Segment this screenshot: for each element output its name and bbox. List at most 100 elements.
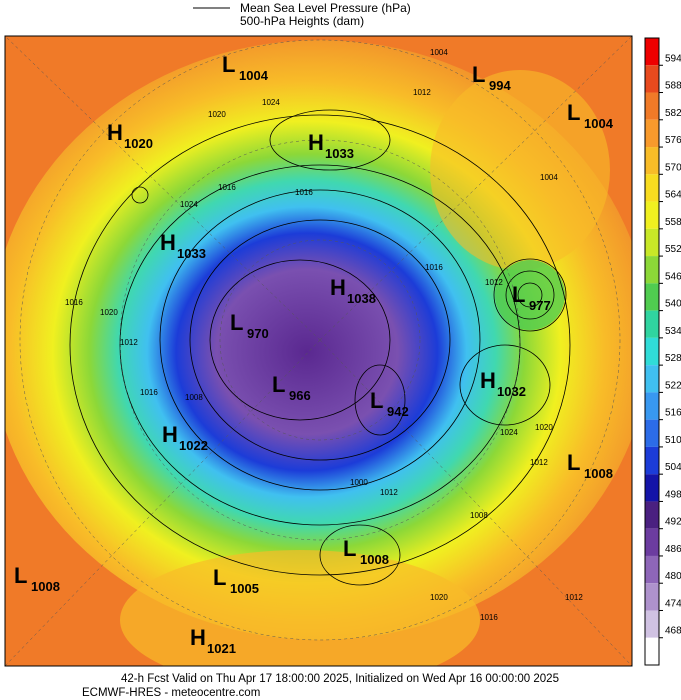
center-symbol: H — [162, 422, 178, 447]
colorbar-label: 552 — [665, 244, 681, 255]
colorbar-label: 576 — [665, 135, 681, 146]
colorbar-label: 588 — [665, 81, 681, 92]
contour-label: 1024 — [262, 98, 280, 107]
contour-label: 1012 — [565, 593, 583, 602]
colorbar-label: 546 — [665, 271, 681, 282]
center-value: 1022 — [179, 438, 208, 453]
colorbar-label: 498 — [665, 489, 681, 500]
colorbar-label: 480 — [665, 571, 681, 582]
contour-label: 1012 — [485, 278, 503, 287]
colorbar-label: 594 — [665, 53, 681, 64]
height-field — [120, 550, 480, 666]
colorbar-cell — [645, 555, 659, 584]
colorbar-frame — [644, 37, 660, 666]
colorbar-cell — [645, 419, 659, 447]
colorbar-label: 540 — [665, 299, 681, 310]
center-symbol: L — [14, 563, 27, 588]
contour-label: 1020 — [100, 308, 118, 317]
center-symbol: L — [567, 450, 580, 475]
center-value: 1033 — [325, 146, 354, 161]
colorbar-cell — [645, 147, 659, 175]
map-frame — [4, 35, 633, 667]
contour-label: 1012 — [120, 338, 138, 347]
colorbar-cell — [645, 65, 659, 93]
center-value: 970 — [247, 326, 269, 341]
contour-labels: 1004 1012 1016 1020 1024 1016 1024 1016 1020 1012… — [65, 48, 583, 622]
colorbar-label: 516 — [665, 408, 681, 419]
contour-label: 1004 — [540, 173, 558, 182]
colorbar-cell — [645, 256, 659, 284]
colorbar-label: 570 — [665, 162, 681, 173]
colorbar-cell — [645, 365, 659, 393]
center-symbol: L — [230, 310, 243, 335]
contour-label: 1020 — [430, 593, 448, 602]
center-symbol: L — [213, 565, 226, 590]
height-field — [430, 70, 610, 270]
contour-label: 1020 — [208, 110, 226, 119]
center-symbol: H — [190, 625, 206, 650]
contour-label: 1016 — [295, 188, 313, 197]
colorbar-cell — [645, 528, 659, 556]
colorbar-cell — [645, 310, 659, 338]
center-value: 1004 — [239, 68, 269, 83]
height-field — [495, 260, 565, 330]
contour-label: 1016 — [425, 263, 443, 272]
contour-label: 1024 — [500, 428, 518, 437]
center-symbol: H — [107, 120, 123, 145]
center-value: 1004 — [584, 116, 614, 131]
center-value: 1032 — [497, 384, 526, 399]
contour-label: 1016 — [480, 613, 498, 622]
colorbar-cell — [645, 119, 659, 148]
colorbar-cell — [645, 174, 659, 202]
colorbar-label: 510 — [665, 435, 681, 446]
colorbar-cell — [645, 38, 659, 66]
center-value: 1008 — [31, 579, 60, 594]
graticule — [5, 36, 632, 666]
contour-label: 1000 — [350, 478, 368, 487]
colorbar: 594 588 582 576 570 564 558 552 546 540 534 528 522 5… — [644, 37, 681, 666]
center-symbol: L — [370, 388, 383, 413]
center-symbol: L — [343, 536, 356, 561]
colorbar-cell — [645, 92, 659, 120]
center-value: 966 — [289, 388, 311, 403]
center-symbol: L — [472, 62, 485, 87]
colorbar-label: 468 — [665, 626, 681, 637]
center-symbol: H — [308, 130, 324, 155]
colorbar-cell — [645, 637, 659, 665]
center-value: 1005 — [230, 581, 259, 596]
contour-label: 1012 — [530, 458, 548, 467]
legend-label: 500-hPa Heights (dam) — [240, 14, 364, 28]
center-symbol: L — [272, 372, 285, 397]
colorbar-cell — [645, 610, 659, 638]
center-value: 942 — [387, 404, 409, 419]
legend-label: Mean Sea Level Pressure (hPa) — [240, 1, 411, 15]
contour-label: 1016 — [140, 388, 158, 397]
colorbar-cell — [645, 201, 659, 229]
contour-label: 1016 — [65, 298, 83, 307]
colorbar-label: 534 — [665, 326, 681, 337]
center-value: 1008 — [360, 552, 389, 567]
colorbar-label: 564 — [665, 190, 681, 201]
contour-label: 1012 — [413, 88, 431, 97]
center-value: 1008 — [584, 466, 613, 481]
colorbar-label: 474 — [665, 598, 681, 609]
colorbar-label: 582 — [665, 108, 681, 119]
colorbar-cell — [645, 474, 659, 502]
center-value: 1021 — [207, 641, 236, 656]
center-value: 1038 — [347, 291, 376, 306]
contour-label: 1020 — [535, 423, 553, 432]
contour-label: 1016 — [218, 183, 236, 192]
isobars — [69, 109, 571, 586]
footer-text: ECMWF-HRES - meteocentre.com — [82, 687, 260, 699]
colorbar-label: 528 — [665, 353, 681, 364]
colorbar-label: 522 — [665, 380, 681, 391]
contour-label: 1004 — [430, 48, 448, 57]
contour-label: 1008 — [470, 511, 488, 520]
contour-label: 1012 — [380, 488, 398, 497]
colorbar-label: 492 — [665, 517, 681, 528]
contour-label: 1024 — [180, 200, 198, 209]
colorbar-cell — [645, 392, 659, 420]
center-symbol: L — [567, 100, 580, 125]
